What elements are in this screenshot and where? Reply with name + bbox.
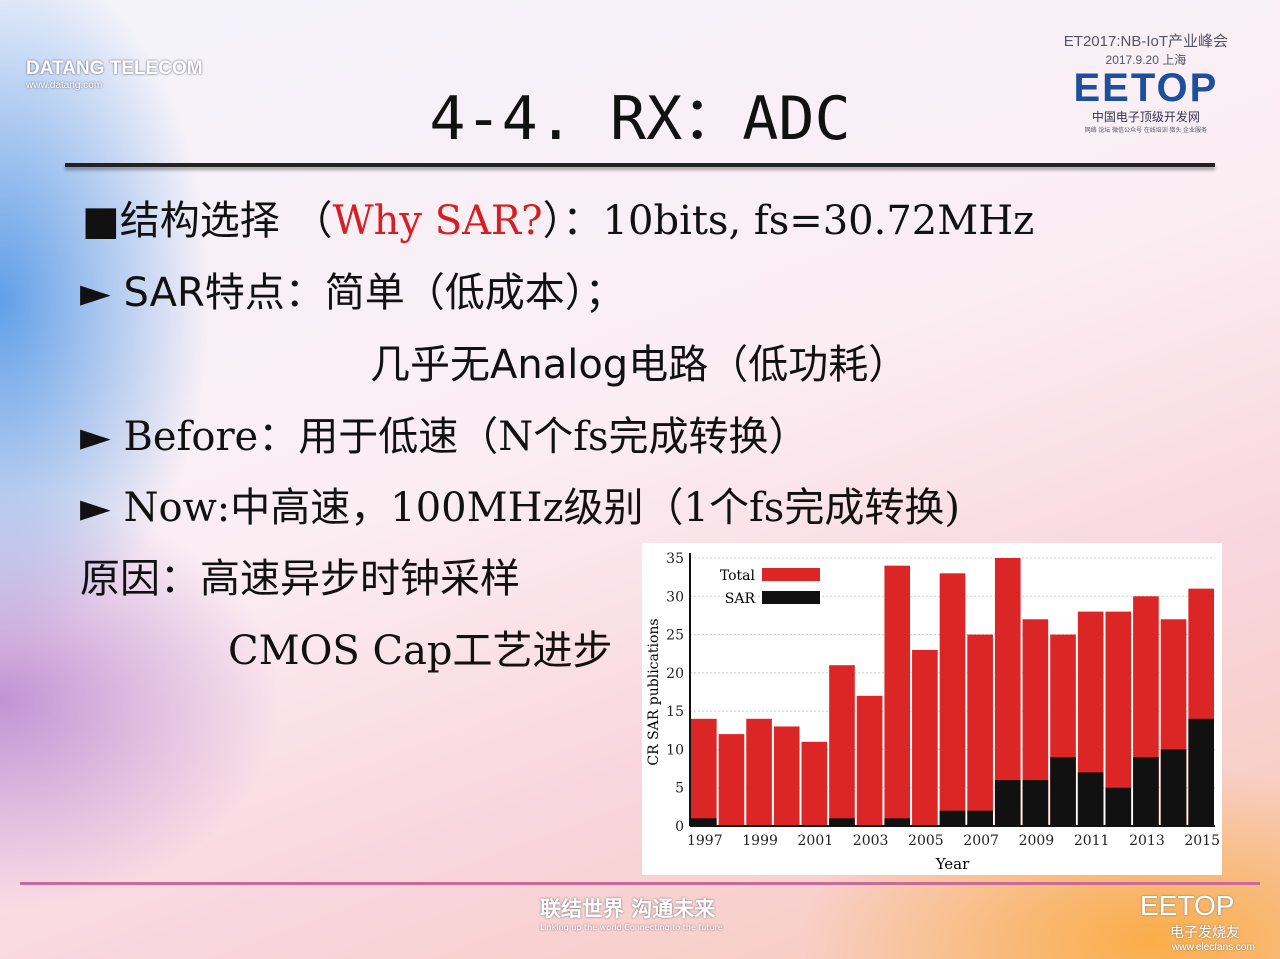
bar-sar-2015: [1188, 718, 1214, 826]
x-tick-label: 2011: [1074, 833, 1110, 849]
legend-swatch: [762, 591, 820, 604]
x-tick-label: 1999: [742, 833, 778, 849]
x-tick-label: 2015: [1184, 833, 1220, 849]
datang-logo: DATANG TELECOM www.datang.com: [26, 58, 203, 91]
y-axis-label: CR SAR publications: [646, 618, 662, 765]
bar-total-2002: [829, 665, 855, 826]
line-structure: ■结构选择 （Why SAR?）：10bits, fs=30.72MHz: [82, 198, 1035, 244]
y-tick-label: 0: [675, 819, 684, 835]
legend-label: Total: [720, 568, 756, 584]
bar-sar-2002: [829, 818, 855, 826]
footer-slogan: 联结世界 沟通未来 Linking up the world Connecting…: [540, 897, 723, 932]
bar-sar-2007: [967, 810, 993, 826]
title-divider: [65, 163, 1215, 167]
x-tick-label: 2013: [1129, 833, 1165, 849]
legend-label: SAR: [725, 591, 756, 607]
chart-svg: 0 5 10 15 20 25 30 35 1997 1999 2001 2003 2005 2007 20…: [646, 551, 1220, 873]
line-before: ► Before：用于低速（N个fs完成转换）: [80, 414, 809, 460]
bar-total-2003: [856, 695, 883, 826]
line-sar-features: ► SAR特点：简单（低成本）；: [80, 270, 625, 316]
eetop-event-logo: ET2017:NB-IoT产业峰会 2017.9.20 上海 EETOP 中国电…: [1063, 33, 1228, 134]
bar-sar-2009: [1022, 780, 1049, 826]
bar-total-1998: [718, 734, 745, 826]
y-tick-label: 25: [666, 628, 684, 644]
y-tick-label: 30: [666, 589, 684, 605]
x-tick-label: 1997: [687, 833, 723, 849]
line-cmos: CMOS Cap工艺进步: [228, 628, 613, 674]
slide-title: 4-4. RX：ADC: [429, 84, 851, 154]
line-now: ► Now:中高速，100MHz级别（1个fs完成转换): [80, 485, 960, 531]
bar-total-1999: [746, 718, 772, 826]
y-tick-label: 35: [666, 551, 684, 567]
bullet-icon: ►: [80, 485, 111, 531]
bar-total-2004: [884, 565, 911, 826]
x-tick-label: 2005: [908, 833, 944, 849]
bar-total-2007: [967, 634, 993, 826]
bar-sar-2008: [994, 780, 1021, 826]
sar-publications-chart: 0 5 10 15 20 25 30 35 1997 1999 2001 2003 2005 2007 20…: [642, 543, 1222, 875]
x-tick-label: 2003: [853, 833, 889, 849]
footer-divider: [20, 882, 1260, 885]
bullet-icon: ►: [80, 270, 111, 316]
watermark: EETOP 电子发烧友 www.elecfans.com: [1140, 890, 1255, 953]
x-tick-label: 2009: [1019, 833, 1055, 849]
bar-total-2001: [801, 741, 828, 826]
bar-sar-2013: [1133, 757, 1159, 826]
line-no-analog: 几乎无Analog电路（低功耗）: [370, 342, 909, 388]
legend-swatch: [762, 568, 820, 581]
line-reason: 原因：高速异步时钟采样: [80, 556, 520, 602]
bar-sar-2006: [939, 810, 966, 826]
bar-total-2006: [939, 573, 966, 826]
x-tick-label: 2007: [963, 833, 999, 849]
y-tick-label: 10: [666, 742, 684, 758]
bar-total-1997: [691, 718, 717, 826]
bar-sar-1997: [691, 818, 717, 826]
y-tick-label: 20: [666, 666, 684, 682]
bar-sar-2004: [884, 818, 911, 826]
x-tick-label: 2001: [798, 833, 834, 849]
y-tick-label: 15: [666, 704, 684, 720]
bar-sar-2014: [1160, 749, 1187, 826]
eetop-logo: EETOP: [1073, 66, 1219, 110]
bullet-icon: ►: [80, 414, 111, 460]
bar-total-2005: [912, 649, 938, 826]
x-axis-label: Year: [935, 855, 970, 873]
y-tick-label: 5: [675, 781, 684, 797]
bar-sar-2011: [1077, 772, 1104, 826]
bar-total-2000: [773, 726, 800, 826]
bar-sar-2012: [1105, 787, 1132, 826]
bar-sar-2010: [1050, 757, 1076, 826]
